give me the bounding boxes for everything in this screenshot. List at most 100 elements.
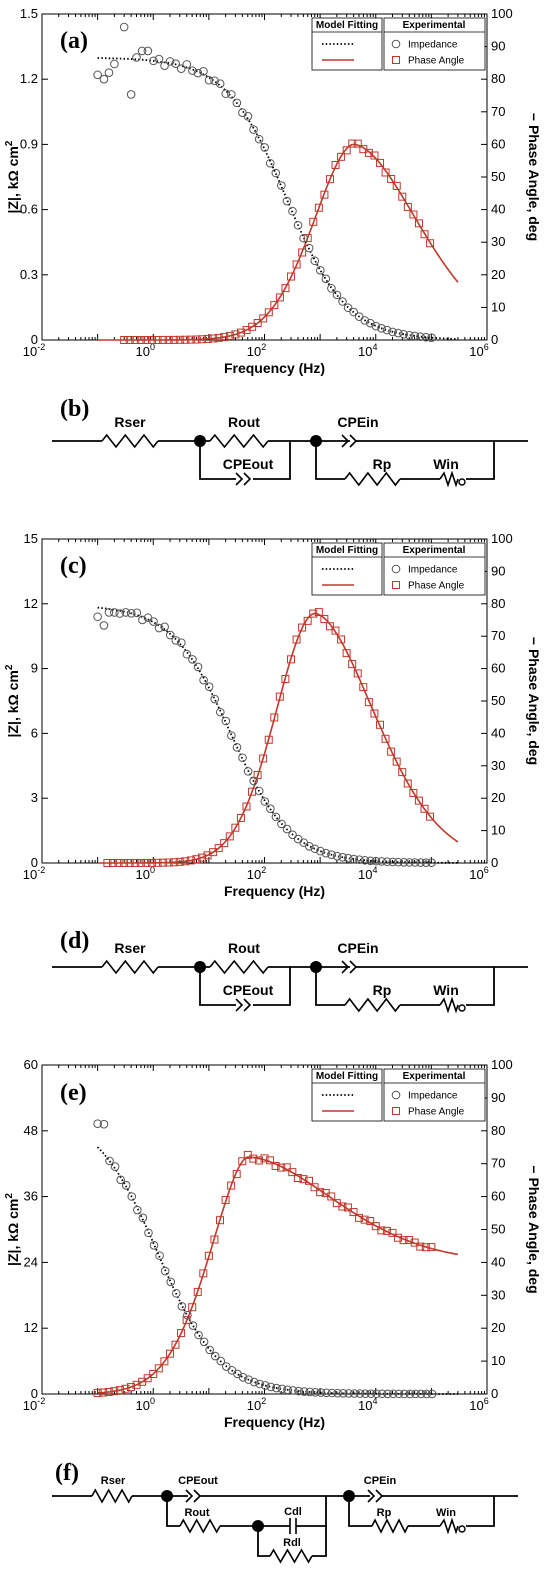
phase-point bbox=[405, 1236, 414, 1245]
impedance-point bbox=[393, 857, 403, 867]
impedance-point bbox=[154, 54, 164, 64]
impedance-point bbox=[416, 858, 425, 867]
y-tick-label-right: 20 bbox=[491, 790, 505, 805]
rout-label: Rout bbox=[184, 1507, 209, 1519]
phase-point bbox=[364, 148, 373, 157]
phase-point bbox=[153, 335, 162, 344]
phase-point bbox=[264, 308, 273, 317]
legend-impedance-marker bbox=[391, 39, 401, 49]
rp-label: Rp bbox=[377, 1507, 392, 1519]
phase-point bbox=[125, 335, 134, 344]
circuit-wire bbox=[315, 441, 345, 480]
impedance-point bbox=[93, 612, 102, 622]
impedance-point bbox=[304, 243, 314, 253]
impedance-point bbox=[377, 1389, 387, 1399]
cpein-label: CPEin bbox=[364, 1475, 397, 1487]
impedance-point bbox=[194, 1330, 203, 1340]
y-tick-label-right: 40 bbox=[491, 1254, 505, 1269]
impedance-point bbox=[393, 328, 403, 338]
y-tick-label-right: 30 bbox=[491, 758, 505, 773]
impedance-point bbox=[327, 284, 336, 293]
phase-point bbox=[209, 848, 218, 857]
phase-point bbox=[225, 832, 234, 841]
impedance-point bbox=[149, 617, 158, 626]
impedance-point bbox=[360, 316, 370, 325]
impedance-point bbox=[349, 854, 359, 864]
impedance-point bbox=[327, 850, 336, 859]
impedance-point bbox=[227, 731, 236, 740]
impedance-point bbox=[93, 70, 102, 80]
phase-point bbox=[238, 1157, 247, 1166]
impedance-point bbox=[366, 856, 375, 866]
x-axis-title: Frequency (Hz) bbox=[224, 360, 325, 376]
impedance-point bbox=[99, 74, 109, 84]
phase-point bbox=[159, 858, 168, 867]
phase-point bbox=[197, 853, 206, 862]
circuit-wire bbox=[466, 967, 495, 1006]
legend-phase-marker bbox=[392, 56, 400, 64]
phase-point bbox=[214, 844, 223, 853]
impedance-point bbox=[188, 66, 197, 75]
impedance-point bbox=[177, 638, 186, 648]
phase-point bbox=[310, 1183, 319, 1192]
phase-point bbox=[170, 858, 179, 867]
phase-point bbox=[259, 754, 268, 763]
y-tick-label-left: 0 bbox=[31, 332, 38, 347]
impedance-point bbox=[321, 848, 331, 858]
impedance-point bbox=[176, 64, 186, 74]
win-element bbox=[439, 996, 459, 1014]
impedance-point bbox=[260, 797, 270, 806]
legend-model-box bbox=[311, 17, 383, 71]
impedance-point bbox=[226, 90, 236, 99]
win-label: Win bbox=[436, 1507, 456, 1519]
legend-exp-box bbox=[383, 1068, 486, 1122]
circuit-wire bbox=[312, 1526, 327, 1557]
x-axis-title: Frequency (Hz) bbox=[224, 883, 325, 899]
impedance-point bbox=[105, 1156, 114, 1166]
phase-point bbox=[221, 1196, 230, 1205]
impedance-point bbox=[344, 1389, 354, 1398]
phase-point bbox=[127, 1383, 135, 1392]
phase-point bbox=[175, 857, 184, 866]
win-element-ring bbox=[458, 1525, 466, 1533]
y-tick-label-left: 0 bbox=[31, 1386, 38, 1401]
impedance-point bbox=[327, 1388, 337, 1398]
phase-point bbox=[364, 698, 373, 707]
impedance-point bbox=[343, 853, 353, 863]
legend-impedance-marker bbox=[391, 564, 401, 574]
y-tick-label-left: 24 bbox=[24, 1254, 38, 1269]
circuit-wire bbox=[466, 441, 495, 480]
phase-point bbox=[381, 168, 390, 177]
impedance-point bbox=[338, 297, 347, 306]
phase-point bbox=[426, 812, 435, 821]
y-tick-label-left: 0 bbox=[31, 855, 38, 870]
impedance-point bbox=[260, 1381, 270, 1390]
impedance-point bbox=[360, 855, 370, 865]
phase-point bbox=[147, 858, 156, 867]
legend-impedance-label: Impedance bbox=[408, 1091, 458, 1102]
phase-point bbox=[398, 768, 407, 777]
impedance-point bbox=[382, 325, 392, 335]
panel-label: (c) bbox=[60, 553, 87, 579]
impedance-point bbox=[165, 630, 175, 640]
panel-label: (d) bbox=[60, 928, 89, 954]
phase-point bbox=[160, 1357, 169, 1366]
impedance-point bbox=[361, 1389, 370, 1398]
y-tick-label-right: 40 bbox=[491, 202, 505, 217]
impedance-point bbox=[215, 707, 225, 717]
impedance-point bbox=[427, 1389, 437, 1399]
phase-point bbox=[287, 272, 296, 281]
phase-point bbox=[392, 757, 401, 766]
phase-point bbox=[331, 161, 340, 170]
phase-point bbox=[175, 335, 184, 344]
phase-point bbox=[104, 1387, 113, 1396]
y-axis-title-left: |Z|, kΩ cm2 bbox=[4, 1193, 21, 1266]
impedance-point bbox=[99, 1119, 109, 1129]
phase-point bbox=[286, 655, 295, 664]
impedance-point bbox=[388, 327, 397, 337]
rp-label: Rp bbox=[373, 456, 392, 472]
y-tick-label-left: 12 bbox=[24, 596, 38, 611]
x-tick-label: 10-2 bbox=[23, 1396, 45, 1413]
x-tick-label: 102 bbox=[247, 1396, 266, 1413]
rdl-label: Rdl bbox=[283, 1537, 301, 1549]
